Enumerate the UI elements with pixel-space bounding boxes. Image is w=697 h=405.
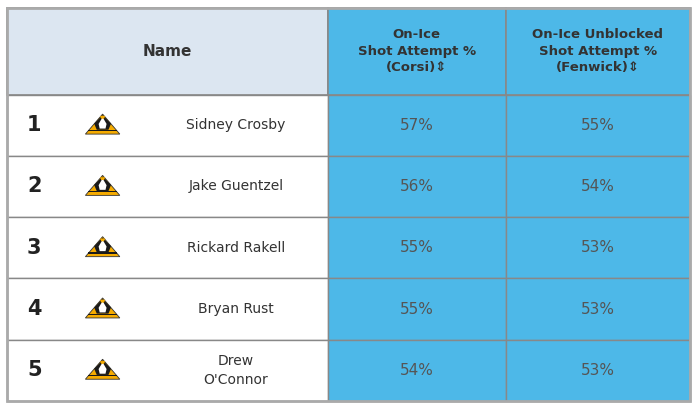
Polygon shape — [98, 362, 107, 374]
Bar — [7, 217, 328, 278]
Bar — [328, 94, 505, 156]
Polygon shape — [100, 239, 105, 241]
Polygon shape — [94, 360, 111, 375]
Polygon shape — [88, 375, 117, 376]
Polygon shape — [100, 300, 105, 303]
Text: 56%: 56% — [400, 179, 434, 194]
Polygon shape — [85, 114, 120, 134]
Text: 5: 5 — [27, 360, 42, 380]
Text: Name: Name — [143, 44, 192, 59]
Text: Drew
O'Connor: Drew O'Connor — [204, 354, 268, 386]
Text: 53%: 53% — [581, 240, 615, 255]
Polygon shape — [98, 240, 107, 251]
Polygon shape — [88, 252, 117, 254]
Polygon shape — [100, 177, 105, 180]
Text: Rickard Rakell: Rickard Rakell — [187, 241, 285, 255]
Text: 54%: 54% — [400, 363, 434, 378]
Text: Bryan Rust: Bryan Rust — [198, 302, 274, 316]
Polygon shape — [85, 359, 120, 379]
Bar — [7, 156, 328, 217]
Polygon shape — [98, 301, 107, 312]
Polygon shape — [94, 238, 111, 252]
Bar — [505, 8, 690, 94]
Polygon shape — [94, 115, 111, 130]
Polygon shape — [88, 130, 117, 131]
Polygon shape — [88, 191, 117, 192]
Bar — [505, 340, 690, 401]
Text: On-Ice
Shot Attempt %
(Corsi)⇕: On-Ice Shot Attempt % (Corsi)⇕ — [358, 28, 476, 74]
Bar — [328, 278, 505, 340]
Text: Jake Guentzel: Jake Guentzel — [188, 179, 284, 194]
Text: On-Ice Unblocked
Shot Attempt %
(Fenwick)⇕: On-Ice Unblocked Shot Attempt % (Fenwick… — [533, 28, 664, 74]
Text: 55%: 55% — [400, 240, 434, 255]
Text: 4: 4 — [27, 299, 42, 319]
Bar — [7, 340, 328, 401]
Bar — [505, 278, 690, 340]
Polygon shape — [98, 117, 107, 128]
Polygon shape — [94, 299, 111, 313]
Bar — [7, 8, 328, 94]
Text: 55%: 55% — [400, 302, 434, 317]
Text: 1: 1 — [27, 115, 42, 135]
Text: 53%: 53% — [581, 363, 615, 378]
Bar — [505, 156, 690, 217]
Polygon shape — [85, 175, 120, 195]
Text: Sidney Crosby: Sidney Crosby — [186, 118, 286, 132]
Text: 2: 2 — [27, 177, 42, 196]
Polygon shape — [100, 116, 105, 119]
Bar — [328, 8, 505, 94]
Bar — [7, 278, 328, 340]
Text: 53%: 53% — [581, 302, 615, 317]
Polygon shape — [94, 177, 111, 191]
Text: 54%: 54% — [581, 179, 615, 194]
Text: 55%: 55% — [581, 118, 615, 133]
Bar — [505, 94, 690, 156]
Polygon shape — [100, 361, 105, 364]
Text: 57%: 57% — [400, 118, 434, 133]
Bar — [7, 94, 328, 156]
Bar — [328, 156, 505, 217]
Bar — [505, 217, 690, 278]
Polygon shape — [98, 179, 107, 190]
Polygon shape — [85, 298, 120, 318]
Polygon shape — [85, 237, 120, 257]
Bar — [328, 217, 505, 278]
Text: 3: 3 — [27, 238, 42, 258]
Bar — [328, 340, 505, 401]
Polygon shape — [88, 313, 117, 315]
